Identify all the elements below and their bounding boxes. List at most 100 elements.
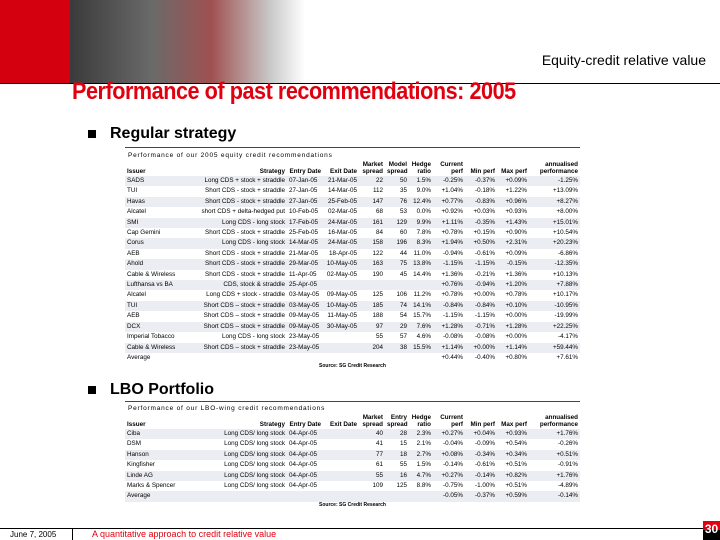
table-cell: 10-May-05 — [323, 300, 359, 312]
table-cell: -0.61% — [475, 249, 495, 257]
table-cell: 03-May-05 — [289, 291, 320, 299]
bullet-label: Regular strategy — [110, 125, 237, 142]
table-cell: 11-May-05 — [327, 312, 357, 320]
table-cell: 54 — [399, 312, 407, 320]
column-header: Entry spread — [387, 414, 408, 428]
table-cell: 2.7% — [409, 449, 433, 461]
table-cell: 23-May-05 — [287, 342, 323, 353]
table-cell: +2.31% — [497, 238, 529, 249]
table-cell: +1.11% — [433, 217, 465, 229]
table-cell: +10.17% — [552, 291, 578, 299]
table-cell: 44 — [399, 249, 407, 257]
table-cell: -0.14% — [465, 470, 497, 482]
table-cell: 04-Apr-05 — [289, 482, 318, 490]
table-cell: Ahold — [125, 259, 187, 270]
column-header: Exit Date — [330, 421, 357, 428]
table-cell: -0.94% — [443, 249, 463, 257]
table-cell: +0.77% — [433, 196, 465, 208]
table-cell: 84 — [375, 229, 383, 237]
bullet-regular: Regular strategy — [88, 125, 236, 143]
table-cell: +0.78% — [441, 291, 463, 299]
table-cell: +10.13% — [552, 270, 578, 278]
table-cell — [359, 353, 385, 363]
footer-separator — [72, 529, 73, 540]
table-cell: +0.59% — [497, 491, 529, 502]
page-number-text: 30 — [703, 521, 720, 536]
table-cell: DSM — [127, 440, 141, 448]
table-cell: 10-May-05 — [323, 259, 359, 270]
table-cell: 185 — [359, 300, 385, 312]
divider — [125, 147, 580, 148]
column-header: annualised performance — [539, 414, 578, 428]
table-cell — [323, 491, 359, 502]
table-cell: 10-Feb-05 — [289, 208, 319, 216]
table-row: Cable & Wireless Short CDS – stock + stra… — [125, 342, 580, 353]
table-cell: 196 — [385, 238, 409, 249]
table-row: Average +0.44% -0.40% +0.80% +7.61% — [125, 353, 580, 363]
table-cell: 125 — [372, 291, 383, 299]
table-cell: -0.15% — [497, 259, 529, 270]
table-cell: +0.03% — [473, 208, 495, 216]
table-cell: +1.28% — [497, 321, 529, 333]
table-row: Corus Long CDS - long stock 14-Mar-05 24-Ma… — [125, 238, 580, 249]
column-header: Issuer — [127, 168, 146, 175]
table-cell: -4.89% — [558, 482, 578, 490]
table-cell: +0.27% — [433, 470, 465, 482]
table-cell: 09-May-05 — [289, 312, 320, 320]
table-cell: +0.00% — [473, 291, 495, 299]
table-cell: SMI — [125, 217, 187, 229]
table-cell — [323, 460, 359, 470]
table-cell: +7.88% — [529, 280, 580, 291]
table-cell — [385, 280, 409, 291]
column-header: Model spread — [387, 161, 408, 175]
bullet-label: LBO Portfolio — [110, 381, 214, 398]
table-cell: +0.10% — [497, 300, 529, 312]
table-cell: +20.23% — [529, 238, 580, 249]
table-cell: +0.76% — [433, 280, 465, 291]
table-cell — [385, 491, 409, 502]
table-cell: 14.4% — [413, 270, 431, 278]
table-cell — [187, 353, 287, 363]
table-cell: -1.15% — [443, 312, 463, 320]
source-row: Source: SG Credit Research — [125, 363, 580, 370]
column-header: Current perf — [440, 414, 463, 428]
table-cell: -0.94% — [465, 280, 497, 291]
table-cell: +0.78% — [441, 229, 463, 237]
table-cell: 57 — [399, 333, 407, 341]
table-row: Lufthansa vs BA CDS, stock & straddle 25-A… — [125, 280, 580, 291]
table-header: Issuer Strategy Entry Date Exit Date Market … — [125, 414, 580, 429]
table-cell: +0.93% — [497, 429, 529, 440]
table-row: Imperial Tobacco Long CDS - long stock 23-… — [125, 332, 580, 342]
table-cell: 76 — [385, 196, 409, 208]
table-cell: +0.50% — [465, 238, 497, 249]
table-cell: 17-Feb-05 — [287, 217, 323, 229]
column-header: Min perf — [470, 421, 496, 428]
table-cell: 55 — [399, 461, 407, 469]
table-row: Kingfisher Long CDS/ long stock 04-Apr-05 6… — [125, 460, 580, 470]
table-cell: 55 — [375, 333, 383, 341]
table-cell: Long CDS + stock + straddle — [187, 176, 287, 187]
table-cell: +0.51% — [505, 461, 527, 469]
table-cell: -0.37% — [465, 491, 497, 502]
table-cell: +0.96% — [497, 196, 529, 208]
table-cell — [323, 280, 359, 291]
column-header: annualised performance — [539, 161, 578, 175]
regular-strategy-table: Issuer Strategy Entry Date Exit Date Market … — [125, 161, 580, 370]
table-cell: Cable & Wireless — [127, 270, 176, 278]
table-cell: 188 — [372, 312, 383, 320]
table-cell: +0.90% — [505, 229, 527, 237]
table-cell: 18 — [385, 449, 409, 461]
table-cell — [323, 481, 359, 491]
table-cell: Marks & Spencer — [127, 482, 176, 490]
table-cell: 109 — [372, 482, 383, 490]
table-cell: Short CDS – stock + straddle — [187, 342, 287, 353]
table-cell: 27-Jan-05 — [289, 187, 318, 195]
table-row: SMI Long CDS - long stock 17-Feb-05 24-Mar-… — [125, 217, 580, 229]
table-cell: AEB — [127, 312, 140, 320]
table-cell: Linde AG — [125, 470, 187, 482]
table-cell — [323, 332, 359, 342]
table-cell: -0.05% — [433, 491, 465, 502]
table-cell: +59.44% — [529, 342, 580, 353]
table-cell: +0.27% — [433, 429, 465, 440]
table-cell: short CDS + delta-hedged put — [201, 208, 286, 216]
